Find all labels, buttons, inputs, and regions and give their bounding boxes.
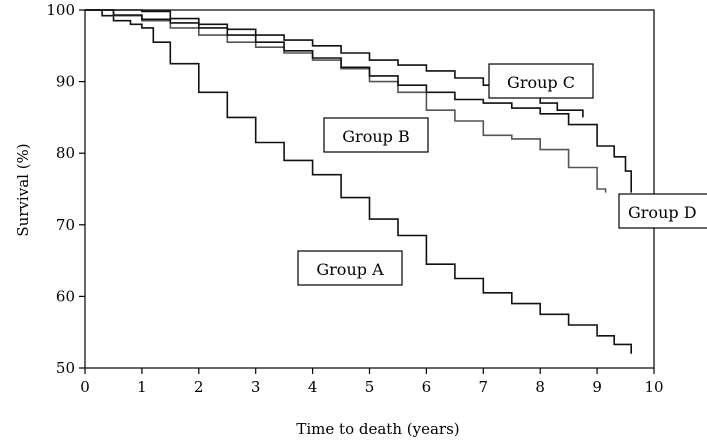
y-tick-label: 100	[46, 1, 75, 19]
group-c-label: Group C	[507, 73, 575, 92]
x-tick-label: 5	[365, 378, 375, 396]
axis-ticks: 0 1 2 3 4 5 6 7 8 9 10 50 60 70 80 90 100	[46, 1, 663, 396]
y-tick-label: 80	[56, 144, 75, 162]
group-b-label-box: Group B	[323, 117, 429, 153]
y-tick-label: 50	[56, 359, 75, 377]
series-layer	[85, 9, 632, 354]
x-tick-label: 1	[137, 378, 147, 396]
y-tick-label: 70	[56, 216, 75, 234]
group-a-label: Group A	[316, 260, 384, 279]
group-d-label-box: Group D	[618, 193, 707, 229]
series-line-group-d	[85, 9, 632, 193]
x-tick-label: 9	[592, 378, 602, 396]
x-tick-label: 2	[194, 378, 204, 396]
series-line-group-a	[85, 9, 632, 354]
group-b-label: Group B	[342, 127, 409, 146]
x-tick-label: 3	[251, 378, 261, 396]
group-a-label-box: Group A	[297, 250, 403, 286]
y-tick-label: 60	[56, 287, 75, 305]
x-tick-label: 10	[644, 378, 663, 396]
group-c-label-box: Group C	[488, 63, 594, 99]
x-tick-label: 0	[80, 378, 90, 396]
group-d-label: Group D	[628, 203, 697, 222]
y-tick-label: 90	[56, 73, 75, 91]
x-tick-label: 8	[535, 378, 545, 396]
y-axis-title: Survival (%)	[14, 143, 32, 236]
x-tick-label: 4	[308, 378, 318, 396]
x-tick-label: 7	[479, 378, 489, 396]
series-line-group-b	[85, 9, 607, 193]
x-axis-title: Time to death (years)	[296, 420, 459, 438]
x-tick-label: 6	[422, 378, 432, 396]
